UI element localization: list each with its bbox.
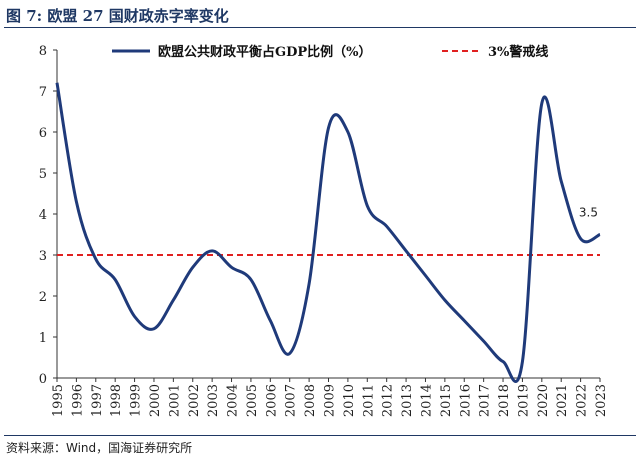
x-tick-label: 2006 <box>264 384 279 417</box>
y-tick-label: 6 <box>39 126 47 141</box>
title-divider <box>4 27 636 28</box>
x-tick-label: 2007 <box>284 384 299 417</box>
figure-title: 图 7: 欧盟 27 国财政赤字率变化 <box>6 7 229 25</box>
x-tick-label: 2010 <box>342 384 357 417</box>
x-tick-label: 2020 <box>536 384 551 417</box>
x-tick-label: 2016 <box>458 384 473 417</box>
source-note: 资料来源：Wind，国海证券研究所 <box>6 441 193 455</box>
y-tick-label: 0 <box>39 372 47 387</box>
x-tick-label: 2015 <box>439 384 454 417</box>
x-tick-label: 1999 <box>129 384 144 417</box>
y-tick-label: 8 <box>39 44 47 59</box>
legend-label-series: 欧盟公共财政平衡占GDP比例（%） <box>158 44 372 60</box>
x-tick-label: 1998 <box>109 384 124 417</box>
x-tick-label: 2001 <box>167 384 182 417</box>
y-tick-label: 4 <box>39 208 47 223</box>
data-label: 3.5 <box>579 206 598 220</box>
x-tick-label: 2021 <box>555 384 570 417</box>
footer-divider <box>4 435 636 436</box>
x-tick-label: 2022 <box>575 384 590 417</box>
x-tick-label: 2008 <box>303 384 318 417</box>
x-tick-label: 2004 <box>226 384 241 417</box>
y-tick-label: 7 <box>39 85 47 100</box>
x-tick-label: 2017 <box>478 384 493 417</box>
series-layer: 3.5 <box>55 82 601 383</box>
y-tick-label: 5 <box>39 167 47 182</box>
y-tick-label: 2 <box>39 290 47 305</box>
x-tick-label: 2012 <box>381 384 396 417</box>
x-tick-label: 2013 <box>400 384 415 417</box>
x-tick-label: 1995 <box>51 384 66 417</box>
x-tick-label: 2019 <box>516 384 531 417</box>
x-tick-label: 2005 <box>245 384 260 417</box>
x-tick-label: 1996 <box>70 384 85 417</box>
x-tick-label: 2011 <box>361 384 376 417</box>
x-tick-label: 2000 <box>148 384 163 417</box>
y-tick-label: 1 <box>39 331 47 346</box>
x-tick-label: 2002 <box>187 384 202 417</box>
x-tick-label: 1997 <box>90 384 105 417</box>
legend: 欧盟公共财政平衡占GDP比例（%） 3%警戒线 <box>112 44 548 60</box>
y-tick-label: 3 <box>39 249 47 264</box>
axes-layer: 0 1 2 3 4 5 6 7 8 1995 1996 1997 1998 1999 2000 2001 200… <box>39 44 609 417</box>
legend-label-threshold: 3%警戒线 <box>488 44 548 60</box>
x-tick-label: 2023 <box>594 384 609 417</box>
x-tick-label: 2014 <box>419 384 434 417</box>
x-tick-label: 2018 <box>497 384 512 417</box>
series-line-deficit <box>55 82 601 383</box>
x-tick-label: 2009 <box>323 384 338 417</box>
x-tick-label: 2003 <box>206 384 221 417</box>
